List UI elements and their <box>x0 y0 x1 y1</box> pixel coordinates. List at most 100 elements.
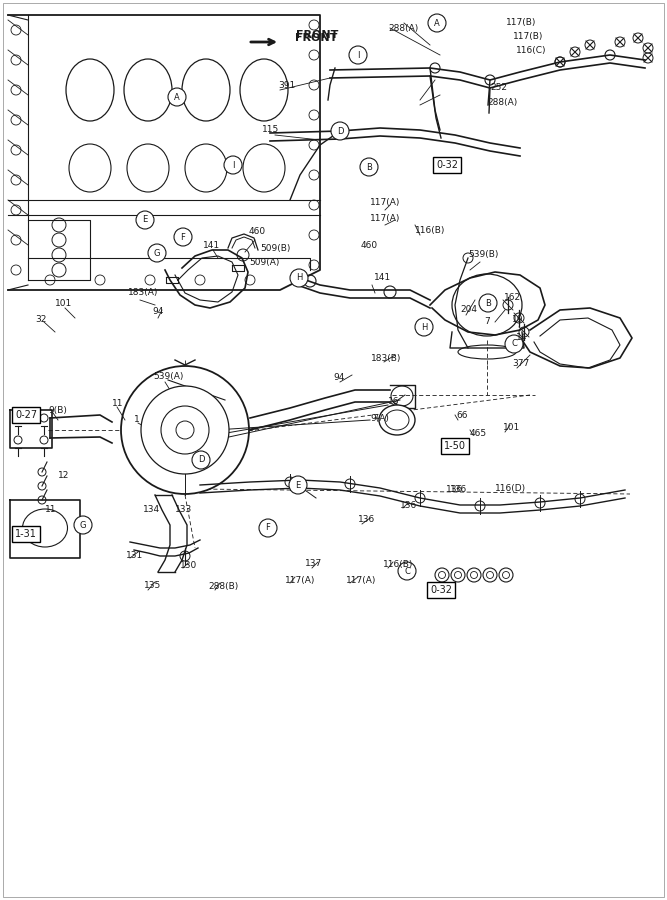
Circle shape <box>360 158 378 176</box>
Text: 141: 141 <box>374 274 391 283</box>
Text: 141: 141 <box>203 240 220 249</box>
Text: 11: 11 <box>45 506 57 515</box>
Circle shape <box>505 335 523 353</box>
Text: 117(A): 117(A) <box>370 213 400 222</box>
Text: 135: 135 <box>144 581 161 590</box>
Text: FRONT: FRONT <box>295 33 338 43</box>
Text: 117(A): 117(A) <box>346 575 376 584</box>
Text: 14: 14 <box>516 334 528 343</box>
Text: 288(A): 288(A) <box>487 98 517 107</box>
Text: 0-32: 0-32 <box>430 585 452 595</box>
Text: 7: 7 <box>484 318 490 327</box>
Text: 101: 101 <box>503 424 520 433</box>
Text: I: I <box>357 50 360 59</box>
Ellipse shape <box>176 421 194 439</box>
Text: D: D <box>197 455 204 464</box>
Text: C: C <box>404 566 410 575</box>
Text: 539(A): 539(A) <box>153 372 183 381</box>
Text: 116(C): 116(C) <box>516 46 546 55</box>
Text: 465: 465 <box>470 428 487 437</box>
Text: 130: 130 <box>180 561 197 570</box>
Text: 117(A): 117(A) <box>370 199 400 208</box>
Text: 136: 136 <box>400 500 418 509</box>
Ellipse shape <box>379 405 415 435</box>
Text: 204: 204 <box>460 305 477 314</box>
Text: 94: 94 <box>152 308 163 317</box>
Text: E: E <box>295 481 301 490</box>
Text: 12: 12 <box>58 471 69 480</box>
Text: 116(D): 116(D) <box>495 483 526 492</box>
Text: H: H <box>421 322 427 331</box>
Text: 460: 460 <box>361 240 378 249</box>
Circle shape <box>331 122 349 140</box>
Ellipse shape <box>121 366 249 494</box>
Text: E: E <box>142 215 147 224</box>
Circle shape <box>74 516 92 534</box>
Text: D: D <box>337 127 344 136</box>
Text: 9(A): 9(A) <box>370 413 389 422</box>
Text: H: H <box>295 274 302 283</box>
Text: A: A <box>174 93 180 102</box>
Text: 19: 19 <box>512 316 524 325</box>
Circle shape <box>415 318 433 336</box>
Text: 1: 1 <box>134 416 140 425</box>
Text: B: B <box>485 299 491 308</box>
Text: 136: 136 <box>446 485 464 494</box>
Text: 136: 136 <box>450 485 468 494</box>
Text: 377: 377 <box>512 359 529 368</box>
Text: I: I <box>231 160 234 169</box>
Text: C: C <box>511 339 517 348</box>
Text: 16: 16 <box>388 398 400 407</box>
Text: 66: 66 <box>456 411 468 420</box>
Circle shape <box>174 228 192 246</box>
Circle shape <box>349 46 367 64</box>
Text: 162: 162 <box>504 293 521 302</box>
Text: 539(B): 539(B) <box>468 250 498 259</box>
Text: 117(A): 117(A) <box>285 575 315 584</box>
Text: 9(B): 9(B) <box>48 406 67 415</box>
Circle shape <box>136 211 154 229</box>
Text: 101: 101 <box>55 299 72 308</box>
Text: 117(B): 117(B) <box>513 32 544 40</box>
Text: 11: 11 <box>112 399 123 408</box>
Text: 252: 252 <box>490 84 507 93</box>
Text: 391: 391 <box>278 80 295 89</box>
Text: 1-50: 1-50 <box>444 441 466 451</box>
Text: 94: 94 <box>333 373 344 382</box>
Circle shape <box>168 88 186 106</box>
Text: 288(A): 288(A) <box>388 23 418 32</box>
Text: 133: 133 <box>175 506 192 515</box>
Circle shape <box>428 14 446 32</box>
Text: G: G <box>80 520 86 529</box>
Text: 0-32: 0-32 <box>436 160 458 170</box>
Circle shape <box>290 269 308 287</box>
Text: A: A <box>434 19 440 28</box>
Text: 288(B): 288(B) <box>208 581 238 590</box>
Text: 509(A): 509(A) <box>249 258 279 267</box>
Text: F: F <box>265 524 270 533</box>
Text: G: G <box>154 248 160 257</box>
Text: FRONT: FRONT <box>296 30 338 40</box>
Text: 183(B): 183(B) <box>371 354 402 363</box>
Text: 116(B): 116(B) <box>415 226 446 235</box>
Text: 131: 131 <box>126 551 143 560</box>
Text: 32: 32 <box>35 316 47 325</box>
Circle shape <box>148 244 166 262</box>
Text: 460: 460 <box>249 228 266 237</box>
Text: F: F <box>181 232 185 241</box>
Text: 137: 137 <box>305 560 322 569</box>
Circle shape <box>398 562 416 580</box>
Ellipse shape <box>161 406 209 454</box>
Text: 117(B): 117(B) <box>506 17 536 26</box>
Text: 509(B): 509(B) <box>260 244 290 253</box>
Text: 183(A): 183(A) <box>128 289 158 298</box>
Text: 1-31: 1-31 <box>15 529 37 539</box>
Circle shape <box>192 451 210 469</box>
Text: 134: 134 <box>143 506 160 515</box>
Circle shape <box>479 294 497 312</box>
Circle shape <box>224 156 242 174</box>
Text: 136: 136 <box>358 516 376 525</box>
Circle shape <box>259 519 277 537</box>
Circle shape <box>289 476 307 494</box>
Ellipse shape <box>141 386 229 474</box>
